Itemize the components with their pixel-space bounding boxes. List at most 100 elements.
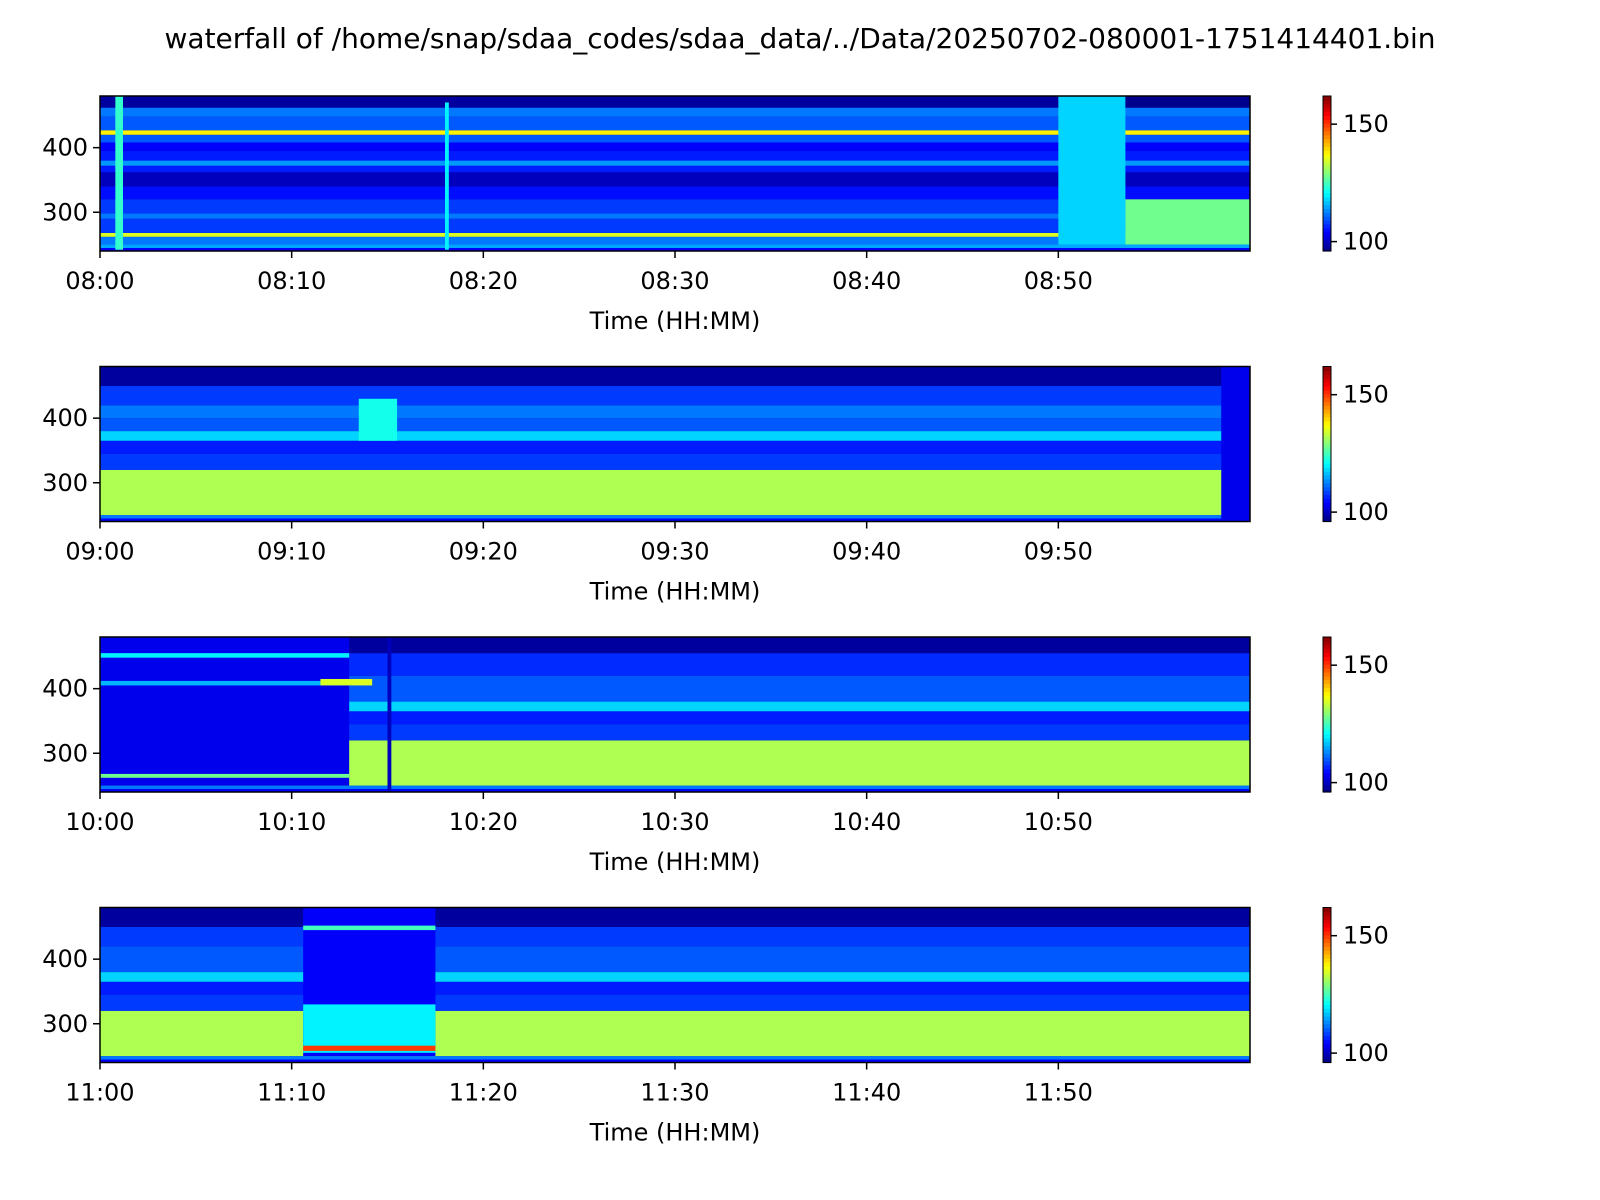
colorbar-segment (1323, 985, 1331, 990)
x-tick-label: 09:00 (65, 538, 134, 566)
colorbar-segment (1323, 780, 1331, 785)
colorbar-segment (1323, 243, 1331, 248)
heatmap-event (100, 680, 350, 686)
colorbar-segment (1323, 378, 1331, 383)
heatmap-band (100, 213, 1250, 219)
colorbar-segment (1323, 660, 1331, 665)
colorbar-segment (1323, 208, 1331, 213)
y-tick-label: 300 (42, 1010, 88, 1038)
colorbar-segment (1323, 668, 1331, 673)
colorbar-segment (1323, 513, 1331, 519)
colorbar-segment (1323, 942, 1331, 947)
colorbar-segment (1323, 992, 1331, 998)
heatmap-band (100, 946, 1250, 973)
colorbar-segment (1323, 722, 1331, 727)
colorbar-segment (1323, 1016, 1331, 1021)
x-tick-label: 08:40 (832, 267, 901, 295)
colorbar-segment (1323, 173, 1331, 178)
colorbar-segment (1323, 506, 1331, 511)
colorbar-segment (1323, 150, 1331, 155)
colorbar-segment (1323, 366, 1331, 371)
colorbar-segment (1323, 644, 1331, 650)
heatmap-band (100, 972, 1250, 982)
colorbar-segment (1323, 923, 1331, 928)
heatmap-band (100, 785, 1250, 791)
heatmap-band (100, 469, 1250, 516)
heatmap-band (100, 385, 1250, 406)
colorbar-segment (1323, 370, 1331, 375)
heatmap-band (100, 172, 1250, 187)
colorbar-segment (1323, 502, 1331, 507)
heatmap-band (100, 160, 1250, 166)
colorbar-frame (1322, 907, 1332, 1063)
x-tick-label: 11:10 (257, 1079, 326, 1107)
x-tick-label: 08:10 (257, 267, 326, 295)
colorbar-segment (1323, 776, 1331, 781)
colorbar-segment (1323, 475, 1331, 480)
heatmap-band (100, 150, 1250, 161)
colorbar-segment (1323, 934, 1331, 940)
colorbar-segment (1323, 1004, 1331, 1009)
colorbar-segment (1323, 409, 1331, 414)
x-axis-label: Time (HH:MM) (589, 1119, 761, 1147)
colorbar-segment (1323, 907, 1331, 912)
waterfall-panels: 300 400 08:00 08:10 08:20 08:30 08:40 08:50 Time… (42, 95, 1389, 1147)
x-axis-label: Time (HH:MM) (589, 848, 761, 876)
heatmap-band (100, 926, 1250, 947)
colorbar-segment (1323, 950, 1331, 955)
colorbar-segment (1323, 223, 1331, 229)
x-tick-label: 10:40 (832, 808, 901, 836)
colorbar-segment (1323, 216, 1331, 221)
colorbar-segment (1323, 648, 1331, 654)
colorbar-segment (1323, 397, 1331, 402)
colorbar-segment (1323, 961, 1331, 967)
x-tick-label: 09:40 (832, 538, 901, 566)
x-tick-label: 08:50 (1024, 267, 1093, 295)
heatmap-band (100, 130, 1250, 135)
colorbar-segment (1323, 1027, 1331, 1033)
colorbar-segment (1323, 671, 1331, 677)
colorbar-segment (1323, 1008, 1331, 1013)
colorbar-segment (1323, 424, 1331, 430)
figure-title: waterfall of /home/snap/sdaa_codes/sdaa_… (165, 22, 1436, 55)
heatmap-band (100, 165, 1250, 173)
colorbar-segment (1323, 486, 1331, 492)
colorbar-segment (1323, 517, 1331, 523)
colorbar-segment (1323, 494, 1331, 499)
colorbar-segment (1323, 1031, 1331, 1036)
heatmap-event (303, 1004, 436, 1053)
colorbar-segment (1323, 706, 1331, 712)
colorbar-segment (1323, 969, 1331, 974)
colorbar-segment (1323, 946, 1331, 951)
x-axis-label: Time (HH:MM) (589, 307, 761, 335)
colorbar-segment (1323, 733, 1331, 739)
heatmap-band (100, 981, 1250, 995)
colorbar-segment (1323, 196, 1331, 202)
colorbar-segment (1323, 637, 1331, 642)
colorbar-segment (1323, 753, 1331, 758)
y-tick-label: 400 (42, 945, 88, 973)
y-tick-label: 300 (42, 469, 88, 497)
waterfall-panel-4: 300 400 11:00 11:10 11:20 11:30 11:40 11:50 Time… (42, 906, 1389, 1147)
heatmap-band (100, 907, 1250, 927)
heatmap-event (1058, 96, 1126, 245)
colorbar-segment (1323, 726, 1331, 731)
colorbar-frame (1322, 366, 1332, 522)
x-tick-label: 09:10 (257, 538, 326, 566)
heatmap-event (303, 1045, 436, 1051)
colorbar-segment (1323, 702, 1331, 708)
x-axis-label: Time (HH:MM) (589, 578, 761, 606)
colorbar-segment (1323, 220, 1331, 225)
colorbar: 100 150 (1322, 366, 1389, 526)
colorbar-segment (1323, 235, 1331, 240)
colorbar-tick-label: 150 (1343, 110, 1389, 138)
colorbar-segment (1323, 675, 1331, 681)
colorbar-segment (1323, 165, 1331, 171)
colorbar-segment (1323, 192, 1331, 198)
heatmap-event (387, 637, 392, 791)
heatmap-band (100, 107, 1250, 117)
colorbar-segment (1323, 138, 1331, 144)
heatmap-band (100, 418, 1250, 432)
colorbar-segment (1323, 154, 1331, 159)
colorbar-segment (1323, 957, 1331, 963)
